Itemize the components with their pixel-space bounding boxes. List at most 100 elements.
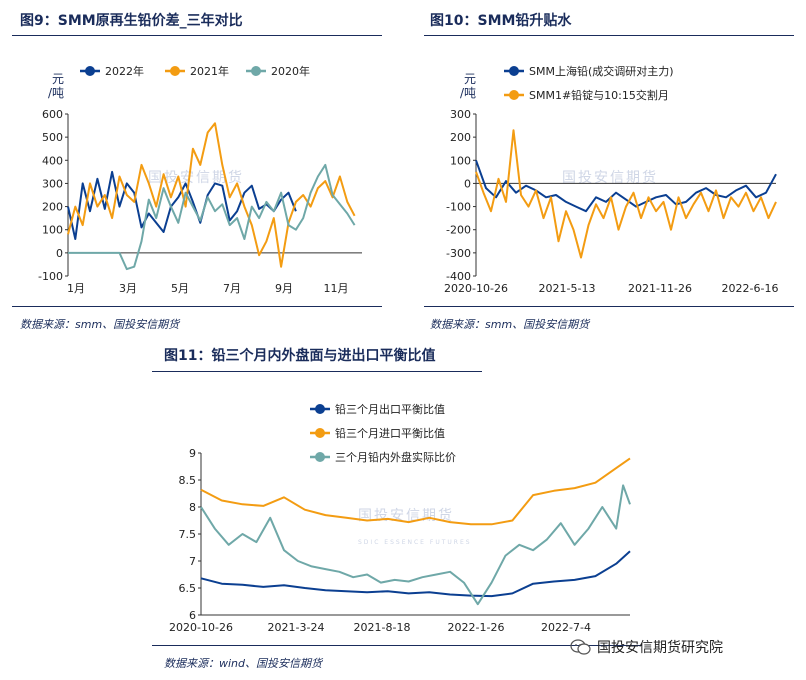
c11-x-tick-label: 2021-3-24 <box>268 621 325 634</box>
chart10-title: 图10：SMM铅升贴水 <box>430 13 572 29</box>
chart10-legend: SMM上海铅(成交调研对主力) SMM1#铅锭与10:15交割月 <box>504 64 674 102</box>
chart9-legend: 2022年 2021年 2020年 <box>80 64 310 78</box>
chart9-bottom-rule <box>12 306 382 307</box>
c11-y-tick-label: 8.5 <box>179 474 197 487</box>
wechat-icon <box>570 639 591 655</box>
c10-legend-swatch-dot <box>509 66 519 76</box>
c9-x-tick-label: 5月 <box>171 282 189 295</box>
c9-legend-item: 2020年 <box>246 64 310 78</box>
chart9-watermark: 国投安信期货 <box>148 169 244 186</box>
c11-legend-swatch-dot <box>315 428 325 438</box>
c10-y-tick-label: 0 <box>464 177 471 190</box>
c9-y-tick-label: 0 <box>56 247 63 260</box>
c11-legend-swatch-dot <box>315 404 325 414</box>
c9-y-tick-label: 300 <box>42 177 63 190</box>
chart10-unit-bottom: /吨 <box>460 86 476 100</box>
chart9-unit-bottom: /吨 <box>48 86 64 100</box>
c10-x-tick-label: 2021-5-13 <box>539 282 596 295</box>
chart9-title: 图9：SMM原再生铅价差_三年对比 <box>20 13 243 29</box>
c9-y-tick-label: 500 <box>42 131 63 144</box>
c11-x-tick-label: 2022-1-26 <box>448 621 505 634</box>
chart10-bottom-rule <box>424 306 794 307</box>
c9-x-tick-label: 11月 <box>324 282 349 295</box>
c11-legend-item: 三个月铅内外盘实际比价 <box>310 450 456 464</box>
c11-series-line-2 <box>200 484 631 606</box>
c11-y-tick-label: 7 <box>189 555 196 568</box>
chart10-unit-top: 元 <box>464 72 476 86</box>
chart11-title: 图11：铅三个月内外盘面与进出口平衡比值 <box>164 348 436 364</box>
c9-x-tick-label: 7月 <box>223 282 241 295</box>
c11-legend-label: 铅三个月出口平衡比值 <box>335 402 445 416</box>
chart9-title-rule <box>12 35 382 36</box>
c11-legend-item: 铅三个月出口平衡比值 <box>310 402 445 416</box>
c11-y-tick-label: 8 <box>189 501 196 514</box>
c10-y-tick-label: -400 <box>446 270 471 283</box>
c9-x-tick-label: 3月 <box>119 282 137 295</box>
c9-x-tick-label: 9月 <box>275 282 293 295</box>
chart11-axes: 6 6.5 7 7.5 8 8.5 9 2020-10-26 2021-3-24 2021-8-1… <box>169 447 630 634</box>
c9-legend-label: 2022年 <box>105 64 144 78</box>
chart11-series-lines <box>200 457 631 606</box>
c10-legend-label: SMM上海铅(成交调研对主力) <box>529 64 674 78</box>
c9-series-line-1 <box>67 122 356 268</box>
c11-legend-label: 三个月铅内外盘实际比价 <box>335 450 456 464</box>
c11-legend-swatch-dot <box>315 452 325 462</box>
c9-y-tick-label: -100 <box>38 270 63 283</box>
c10-legend-swatch-dot <box>509 90 519 100</box>
chart11-bottom-rule <box>152 645 642 646</box>
c10-legend-label: SMM1#铅锭与10:15交割月 <box>529 88 669 102</box>
c11-series-line-1 <box>200 457 631 526</box>
c10-y-tick-label: -200 <box>446 224 471 237</box>
c11-x-tick-label: 2022-7-4 <box>541 621 591 634</box>
c9-y-tick-label: 200 <box>42 201 63 214</box>
c10-legend-item: SMM上海铅(成交调研对主力) <box>504 64 674 78</box>
chart10-source: 数据来源：smm、国投安信期货 <box>430 318 590 331</box>
chart11-title-rule <box>152 371 482 372</box>
chart9-unit-top: 元 <box>52 72 64 86</box>
c9-y-tick-label: 600 <box>42 108 63 121</box>
c9-x-tick-label: 1月 <box>67 282 85 295</box>
c9-legend-swatch-dot <box>85 66 95 76</box>
chart9-series-lines <box>67 122 356 271</box>
c10-x-tick-label: 2020-10-26 <box>444 282 508 295</box>
chart10-title-rule <box>424 35 794 36</box>
chart9-axes: -100 0 100 200 300 400 500 600 1月 3月 5月 7月 9月 11月 <box>38 108 362 295</box>
c10-series-line-1 <box>475 129 777 259</box>
c10-y-tick-label: 200 <box>450 131 471 144</box>
c10-y-tick-label: -100 <box>446 201 471 214</box>
c11-y-tick-label: 9 <box>189 447 196 460</box>
c11-y-tick-label: 7.5 <box>179 528 197 541</box>
c11-legend-item: 铅三个月进口平衡比值 <box>310 426 445 440</box>
c11-x-tick-label: 2020-10-26 <box>169 621 233 634</box>
c11-y-tick-label: 6 <box>189 609 196 622</box>
c10-y-tick-label: 100 <box>450 154 471 167</box>
c11-series-line-0 <box>200 550 631 598</box>
c9-series-line-0 <box>67 170 297 240</box>
chart11-watermark-sub: SDIC ESSENCE FUTURES <box>358 539 472 546</box>
c11-legend-label: 铅三个月进口平衡比值 <box>335 426 445 440</box>
chart10-series-lines <box>475 129 777 259</box>
chart9-source: 数据来源：smm、国投安信期货 <box>20 318 180 331</box>
footer-brand: 国投安信期货研究院 <box>597 640 723 656</box>
c9-series-line-2 <box>68 163 356 271</box>
c9-legend-item: 2021年 <box>165 64 229 78</box>
c9-legend-swatch-dot <box>170 66 180 76</box>
c11-y-tick-label: 6.5 <box>179 582 197 595</box>
chart10-watermark: 国投安信期货 <box>562 169 658 186</box>
c11-x-tick-label: 2021-8-18 <box>354 621 411 634</box>
c10-y-tick-label: 300 <box>450 108 471 121</box>
c9-legend-label: 2021年 <box>190 64 229 78</box>
c9-legend-swatch-dot <box>251 66 261 76</box>
chart11-watermark: 国投安信期货 <box>358 507 454 524</box>
chart11-source: 数据来源：wind、国投安信期货 <box>164 657 323 670</box>
c9-legend-label: 2020年 <box>271 64 310 78</box>
c10-x-tick-label: 2021-11-26 <box>628 282 692 295</box>
c9-legend-item: 2022年 <box>80 64 144 78</box>
c9-y-tick-label: 100 <box>42 224 63 237</box>
c10-series-line-0 <box>475 159 777 213</box>
chart10-axes: -400 -300 -200 -100 0 100 200 300 2020-10-26 2021… <box>444 108 778 295</box>
